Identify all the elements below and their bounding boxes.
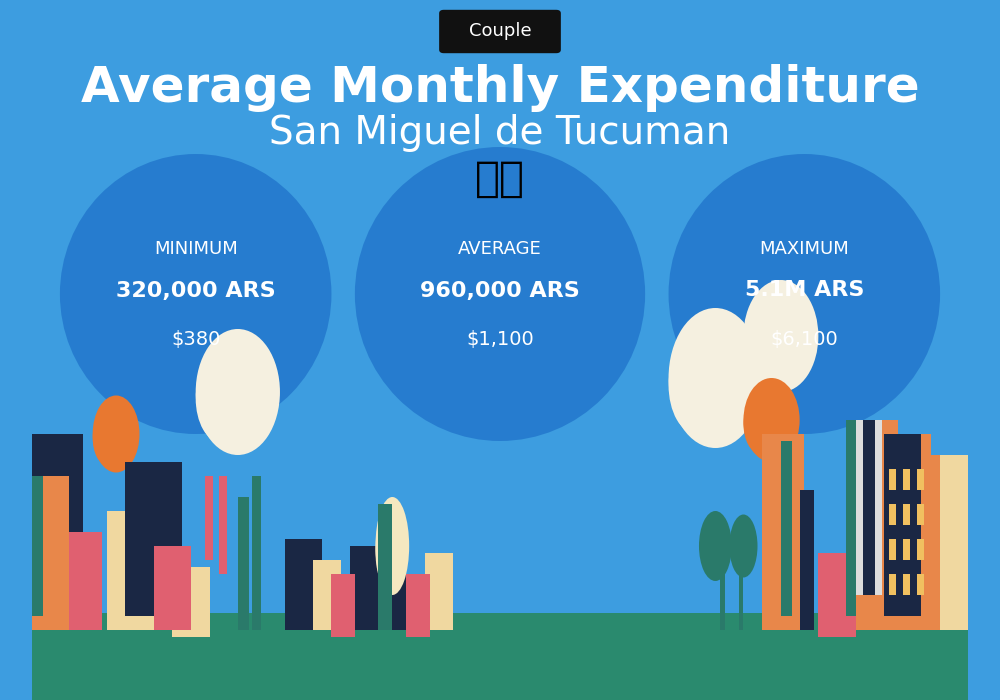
Ellipse shape — [708, 346, 750, 430]
Text: San Miguel de Tucuman: San Miguel de Tucuman — [269, 114, 731, 152]
Ellipse shape — [669, 336, 725, 434]
Ellipse shape — [729, 514, 758, 578]
Bar — [205, 476, 213, 560]
Bar — [879, 434, 931, 630]
Text: Average Monthly Expenditure: Average Monthly Expenditure — [81, 64, 919, 111]
Bar — [720, 546, 725, 630]
Text: $1,100: $1,100 — [466, 330, 534, 349]
Ellipse shape — [669, 308, 762, 448]
Ellipse shape — [743, 395, 777, 454]
Bar — [252, 476, 261, 630]
Bar — [917, 504, 924, 525]
Ellipse shape — [743, 378, 800, 462]
Bar — [800, 490, 814, 630]
Text: MINIMUM: MINIMUM — [154, 239, 238, 258]
Bar — [32, 612, 968, 700]
Ellipse shape — [196, 329, 280, 455]
Ellipse shape — [743, 280, 818, 392]
Text: 🇦🇷: 🇦🇷 — [475, 158, 525, 199]
FancyBboxPatch shape — [439, 10, 561, 53]
Bar — [889, 469, 896, 490]
Text: Couple: Couple — [469, 22, 531, 41]
Bar — [285, 539, 322, 630]
Bar — [889, 574, 896, 595]
Bar — [903, 469, 910, 490]
Bar — [917, 469, 924, 490]
Bar — [331, 574, 355, 637]
Bar — [388, 574, 416, 630]
Ellipse shape — [93, 411, 121, 465]
Ellipse shape — [375, 517, 396, 585]
Bar — [889, 539, 896, 560]
Bar — [903, 504, 910, 525]
Ellipse shape — [196, 354, 246, 442]
Text: $380: $380 — [171, 330, 220, 349]
Bar — [107, 511, 158, 630]
Bar — [219, 476, 227, 574]
Bar — [917, 574, 924, 595]
Bar — [172, 567, 210, 637]
Ellipse shape — [390, 524, 405, 582]
Bar — [917, 539, 924, 560]
Bar — [739, 546, 743, 630]
Bar — [818, 553, 856, 637]
Bar — [875, 420, 882, 595]
Bar — [32, 476, 43, 616]
Bar — [889, 504, 896, 525]
Ellipse shape — [699, 511, 732, 581]
Bar — [313, 560, 341, 630]
Ellipse shape — [375, 497, 409, 595]
Text: 960,000 ARS: 960,000 ARS — [420, 281, 580, 300]
Bar — [69, 532, 102, 630]
Bar — [32, 476, 69, 630]
Bar — [406, 574, 430, 637]
Bar — [856, 420, 876, 595]
Bar — [378, 504, 392, 630]
Ellipse shape — [669, 154, 940, 434]
Text: 5.1M ARS: 5.1M ARS — [745, 281, 864, 300]
Bar — [846, 420, 856, 616]
Bar — [846, 420, 898, 630]
Bar — [781, 441, 792, 616]
Bar — [350, 546, 378, 630]
Bar — [903, 574, 910, 595]
Ellipse shape — [355, 147, 645, 441]
Ellipse shape — [231, 364, 269, 440]
Bar — [425, 553, 453, 630]
Bar — [903, 539, 910, 560]
Bar — [154, 546, 191, 630]
Bar — [884, 434, 921, 616]
Ellipse shape — [775, 311, 809, 378]
Bar — [926, 455, 968, 630]
Ellipse shape — [743, 302, 788, 381]
Text: 320,000 ARS: 320,000 ARS — [116, 281, 275, 300]
Bar — [940, 455, 968, 630]
Bar — [32, 434, 83, 630]
Bar — [238, 497, 249, 630]
Ellipse shape — [113, 416, 134, 463]
Text: AVERAGE: AVERAGE — [458, 239, 542, 258]
Ellipse shape — [767, 401, 793, 452]
Ellipse shape — [60, 154, 331, 434]
Bar — [125, 462, 182, 616]
Text: $6,100: $6,100 — [770, 330, 838, 349]
Ellipse shape — [93, 395, 139, 472]
Bar — [762, 434, 804, 630]
Text: MAXIMUM: MAXIMUM — [759, 239, 849, 258]
Bar — [856, 420, 863, 595]
